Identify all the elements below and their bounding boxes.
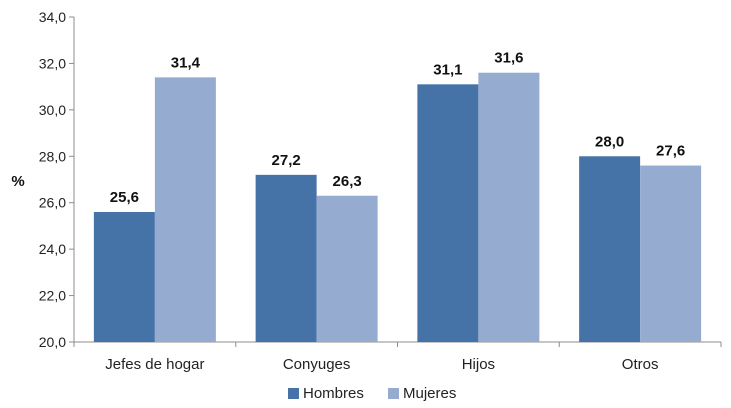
legend-swatch-hombres (288, 388, 299, 399)
data-label: 31,6 (494, 50, 523, 67)
y-tick-label: 28,0 (39, 148, 66, 164)
data-label: 31,1 (433, 61, 462, 78)
x-tick-label: Otros (622, 356, 659, 373)
legend-label-hombres: Hombres (303, 385, 364, 402)
data-label: 26,3 (333, 173, 362, 190)
data-label: 31,4 (171, 54, 201, 71)
x-tick-label: Jefes de hogar (105, 356, 204, 373)
x-tick-label: Hijos (462, 356, 495, 373)
bar-mujeres (640, 165, 702, 342)
y-tick-label: 24,0 (39, 241, 66, 257)
y-tick-label: 30,0 (39, 102, 66, 118)
data-label: 27,2 (272, 152, 301, 169)
bar-mujeres (478, 72, 540, 342)
legend-swatch-mujeres (388, 388, 399, 399)
y-tick-label: 22,0 (39, 288, 66, 304)
y-tick-label: 34,0 (39, 9, 66, 25)
y-tick-label: 32,0 (39, 55, 66, 71)
data-label: 28,0 (595, 133, 624, 150)
data-label: 25,6 (110, 189, 139, 206)
data-label: 27,6 (656, 143, 685, 160)
y-tick-label: 20,0 (39, 334, 66, 350)
x-tick-label: Conyuges (283, 356, 351, 373)
bar-hombres (579, 156, 641, 342)
bar-hombres (417, 84, 479, 343)
bar-hombres (255, 174, 317, 342)
bar-hombres (93, 212, 155, 342)
y-tick-label: 26,0 (39, 195, 66, 211)
bar-mujeres (316, 195, 378, 342)
bar-mujeres (154, 77, 216, 342)
plot-area: 20,0 22,0 24,0 26,0 28,0 30,0 32,0 34,0% 25,6 31,… (11, 9, 722, 402)
legend-label-mujeres: Mujeres (403, 385, 456, 402)
y-axis-label: % (11, 173, 24, 190)
